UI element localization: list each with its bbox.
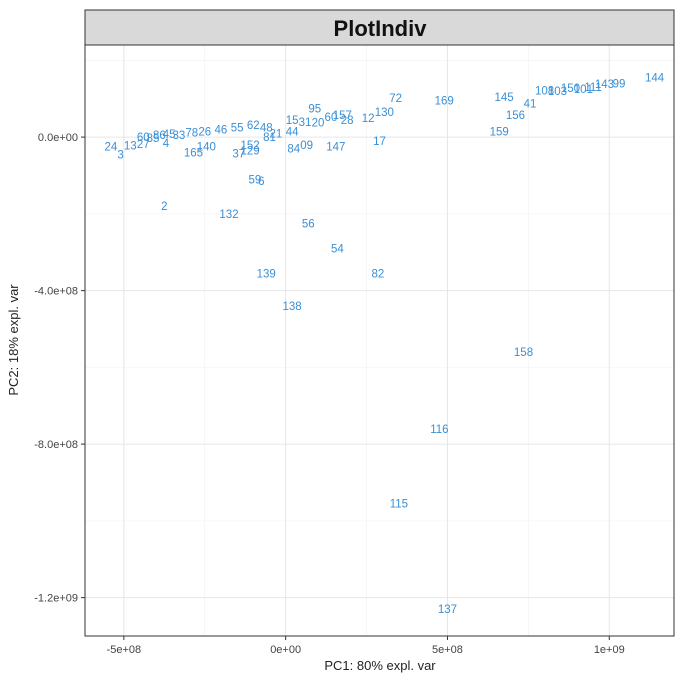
x-tick-label: -5e+08	[107, 644, 142, 656]
x-axis-title: PC1: 80% expl. var	[324, 658, 436, 673]
data-point-label: 2	[161, 201, 167, 213]
data-point-label: 157	[333, 110, 352, 122]
data-point-label: 56	[302, 218, 315, 230]
data-point-label: 46	[215, 124, 228, 136]
data-points: 1449914311110115010310841145156159169721…	[104, 73, 664, 617]
data-point-label: 103	[548, 86, 567, 98]
data-point-label: 156	[506, 110, 525, 122]
data-point-label: 27	[137, 139, 150, 151]
data-point-label: 140	[197, 142, 216, 154]
y-axis-title: PC2: 18% expl. var	[6, 284, 21, 396]
data-point-label: 59	[249, 174, 262, 186]
data-point-label: 147	[326, 142, 345, 154]
facet-strip	[84, 9, 675, 46]
data-point-label: 130	[375, 107, 394, 119]
data-point-label: 26	[198, 126, 211, 138]
data-point-label: 17	[373, 136, 386, 148]
data-point-label: 4	[163, 138, 170, 150]
data-point-label: 132	[219, 209, 238, 221]
data-point-label: 95	[308, 103, 321, 115]
data-point-label: 60	[137, 132, 150, 144]
y-tick-label: 0.0e+00	[38, 132, 78, 144]
data-point-label: 3	[117, 149, 123, 161]
data-point-label: 31	[299, 117, 312, 129]
data-point-label: 116	[430, 424, 448, 436]
data-point-label: 144	[645, 73, 665, 85]
y-tick-label: -4.0e+08	[34, 286, 78, 298]
data-point-label: 138	[283, 301, 302, 313]
y-tick-label: -1.2e+09	[34, 593, 78, 605]
data-point-label: 152	[240, 140, 259, 152]
data-point-label: 60	[325, 112, 338, 124]
data-point-label: 108	[535, 85, 554, 97]
data-point-label: 137	[438, 604, 457, 616]
x-tick-label: 5e+08	[432, 644, 463, 656]
chart-title: PlotIndiv	[334, 16, 428, 41]
data-point-label: 24	[104, 142, 117, 154]
plot-panel-background	[85, 45, 674, 636]
data-point-label: 6	[258, 176, 264, 188]
data-point-label: 48	[260, 123, 273, 135]
data-point-label: 84	[287, 144, 300, 156]
data-point-label: 55	[231, 123, 244, 135]
data-point-label: 129	[240, 146, 259, 158]
data-point-label: 101	[574, 84, 593, 96]
y-axis-ticks: 0.0e+00 -4.0e+08 -8.0e+08 -1.2e+09	[34, 132, 85, 605]
data-point-label: 82	[371, 268, 384, 280]
grid-lines	[85, 45, 674, 636]
y-tick-label: -8.0e+08	[34, 439, 78, 451]
data-point-label: 78	[185, 127, 198, 139]
data-point-label: 28	[341, 115, 354, 127]
data-point-label: 81	[263, 132, 276, 144]
data-point-label: 12	[362, 113, 375, 125]
data-point-label: 44	[286, 126, 299, 138]
data-point-label: 145	[495, 92, 514, 104]
x-tick-label: 0e+00	[270, 644, 301, 656]
data-point-label: 158	[514, 347, 533, 359]
data-point-label: 99	[613, 78, 626, 90]
data-point-label: 54	[331, 243, 344, 255]
data-point-label: 85	[147, 133, 160, 145]
data-point-label: 150	[561, 83, 580, 95]
data-point-label: 20	[312, 118, 325, 130]
data-point-label: 41	[524, 99, 537, 111]
data-point-label: 33	[172, 130, 185, 142]
data-point-label: 159	[490, 126, 509, 138]
data-point-label: 37	[232, 149, 245, 161]
data-point-label: 143	[595, 79, 614, 91]
data-point-label: 45	[163, 129, 176, 141]
x-tick-label: 1e+09	[594, 644, 625, 656]
data-point-label: 72	[389, 93, 402, 105]
data-point-label: 139	[257, 268, 276, 280]
data-point-label: 62	[247, 120, 260, 132]
data-point-label: 165	[184, 147, 203, 159]
data-point-label: 111	[584, 82, 601, 94]
data-point-label: 13	[124, 141, 137, 153]
x-axis-ticks: -5e+08 0e+00 5e+08 1e+09	[107, 636, 625, 656]
data-point-label: 21	[270, 128, 283, 140]
data-point-label: 15	[286, 115, 299, 127]
data-point-label: 115	[390, 499, 408, 511]
data-point-label: 86	[153, 130, 166, 142]
data-point-label: 09	[300, 140, 313, 152]
data-point-label: 169	[435, 96, 454, 108]
